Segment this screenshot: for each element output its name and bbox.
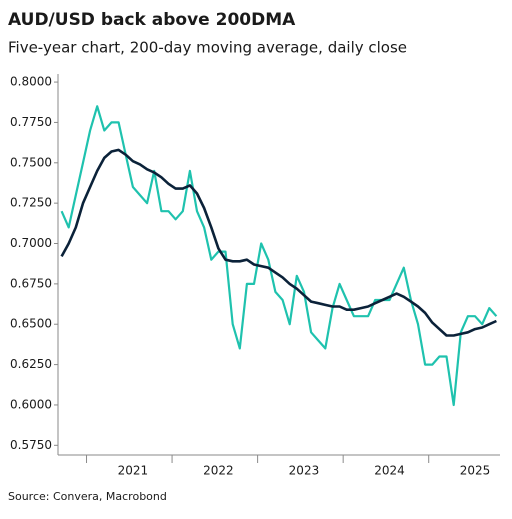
chart-subtitle: Five-year chart, 200-day moving average,…: [8, 39, 407, 57]
x-tick-label: 2021: [118, 464, 149, 478]
y-tick-label: 0.6000: [10, 397, 52, 411]
x-tick-label: 2025: [460, 464, 491, 478]
y-tick-label: 0.6250: [10, 357, 52, 371]
y-tick-label: 0.5750: [10, 438, 52, 452]
y-tick-label: 0.7500: [10, 155, 52, 169]
x-tick-label: 2022: [203, 464, 234, 478]
y-tick-label: 0.8000: [10, 75, 52, 89]
x-tick-label: 2024: [374, 464, 405, 478]
y-tick-label: 0.7000: [10, 236, 52, 250]
y-tick-label: 0.6500: [10, 317, 52, 331]
y-tick-label: 0.7250: [10, 196, 52, 210]
series-line: [60, 148, 497, 337]
series-line: [60, 105, 498, 407]
chart-title: AUD/USD back above 200DMA: [8, 10, 296, 30]
source: Source: Convera, Macrobond: [8, 490, 167, 503]
y-tick-label: 0.6750: [10, 276, 52, 290]
x-tick-label: 2023: [289, 464, 320, 478]
y-tick-label: 0.7750: [10, 115, 52, 129]
